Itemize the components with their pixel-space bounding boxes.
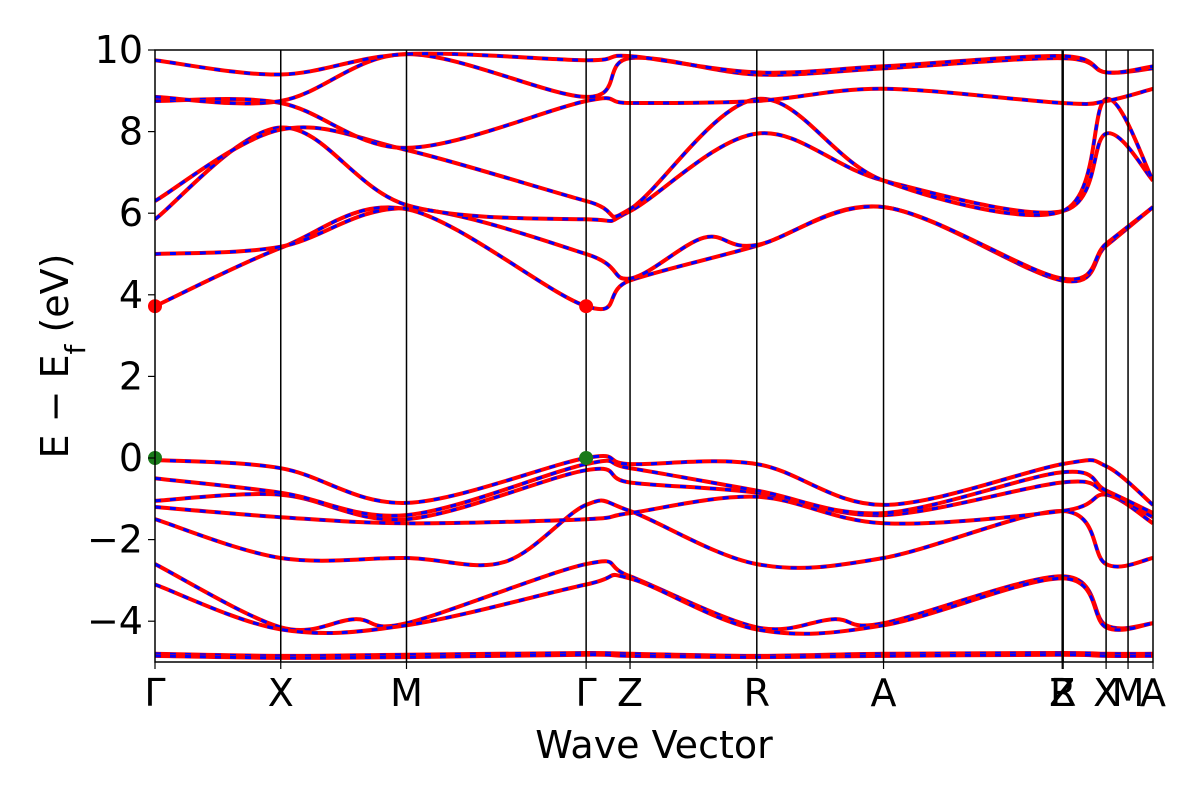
x-tick-label-0: Γ: [144, 671, 165, 715]
band-edge-markers: [148, 299, 594, 465]
y-tick-label-5: 6: [119, 191, 143, 235]
y-tick-label-2: 0: [119, 436, 143, 480]
x-tick-label-10: M: [1112, 671, 1145, 715]
x-tick-label-4: Z: [617, 671, 643, 715]
kpoint-divider-lines: [279, 50, 1129, 662]
y-axis-ticks: −4 −2 0 2 4 6 8 10: [87, 28, 155, 643]
x-tick-label-7: Z: [1049, 671, 1075, 715]
band-11-line-b: [155, 125, 1153, 223]
y-axis-title-sub: f: [59, 343, 92, 354]
x-axis-title: Wave Vector: [535, 723, 773, 767]
band-12-line-b: [155, 97, 1153, 219]
y-axis-title-main: E − E: [33, 354, 77, 458]
y-axis-title: E − Ef (eV): [33, 254, 92, 459]
band-2-line-a: [155, 559, 1153, 633]
band-1-line-b: [155, 653, 1153, 660]
band-12-line-a: [155, 96, 1153, 219]
band-edge-marker-3: [579, 451, 594, 465]
band-3-line-b: [155, 573, 1153, 636]
y-tick-label-0: −4: [87, 599, 143, 643]
y-tick-label-3: 2: [119, 354, 143, 398]
y-tick-label-7: 10: [95, 28, 143, 72]
x-tick-label-2: M: [390, 671, 423, 715]
x-tick-label-11: A: [1140, 671, 1166, 715]
band-edge-marker-1: [579, 299, 594, 314]
y-tick-label-6: 8: [119, 110, 143, 154]
y-tick-label-4: 4: [119, 273, 143, 317]
x-tick-label-1: X: [268, 671, 294, 715]
x-tick-label-3: Γ: [576, 671, 597, 715]
band-10-line-a: [155, 204, 1153, 282]
y-axis-title-unit: (eV): [33, 254, 77, 345]
band-3-line-a: [155, 572, 1153, 636]
x-tick-label-6: A: [871, 671, 897, 715]
x-tick-label-8: R: [1050, 671, 1076, 715]
bands-layer: [155, 51, 1153, 660]
y-tick-label-1: −2: [87, 518, 143, 562]
band-11-line-a: [155, 125, 1153, 223]
x-tick-label-5: R: [744, 671, 770, 715]
band-9-line-b: [155, 204, 1153, 311]
band-13-line-a: [155, 86, 1153, 150]
band-2-line-b: [155, 559, 1153, 632]
plot-frame: [154, 49, 1154, 663]
x-axis-ticks: Γ X M Γ Z R A ZR XMA: [144, 662, 1166, 715]
x-tick-label-9: X: [1093, 671, 1119, 715]
